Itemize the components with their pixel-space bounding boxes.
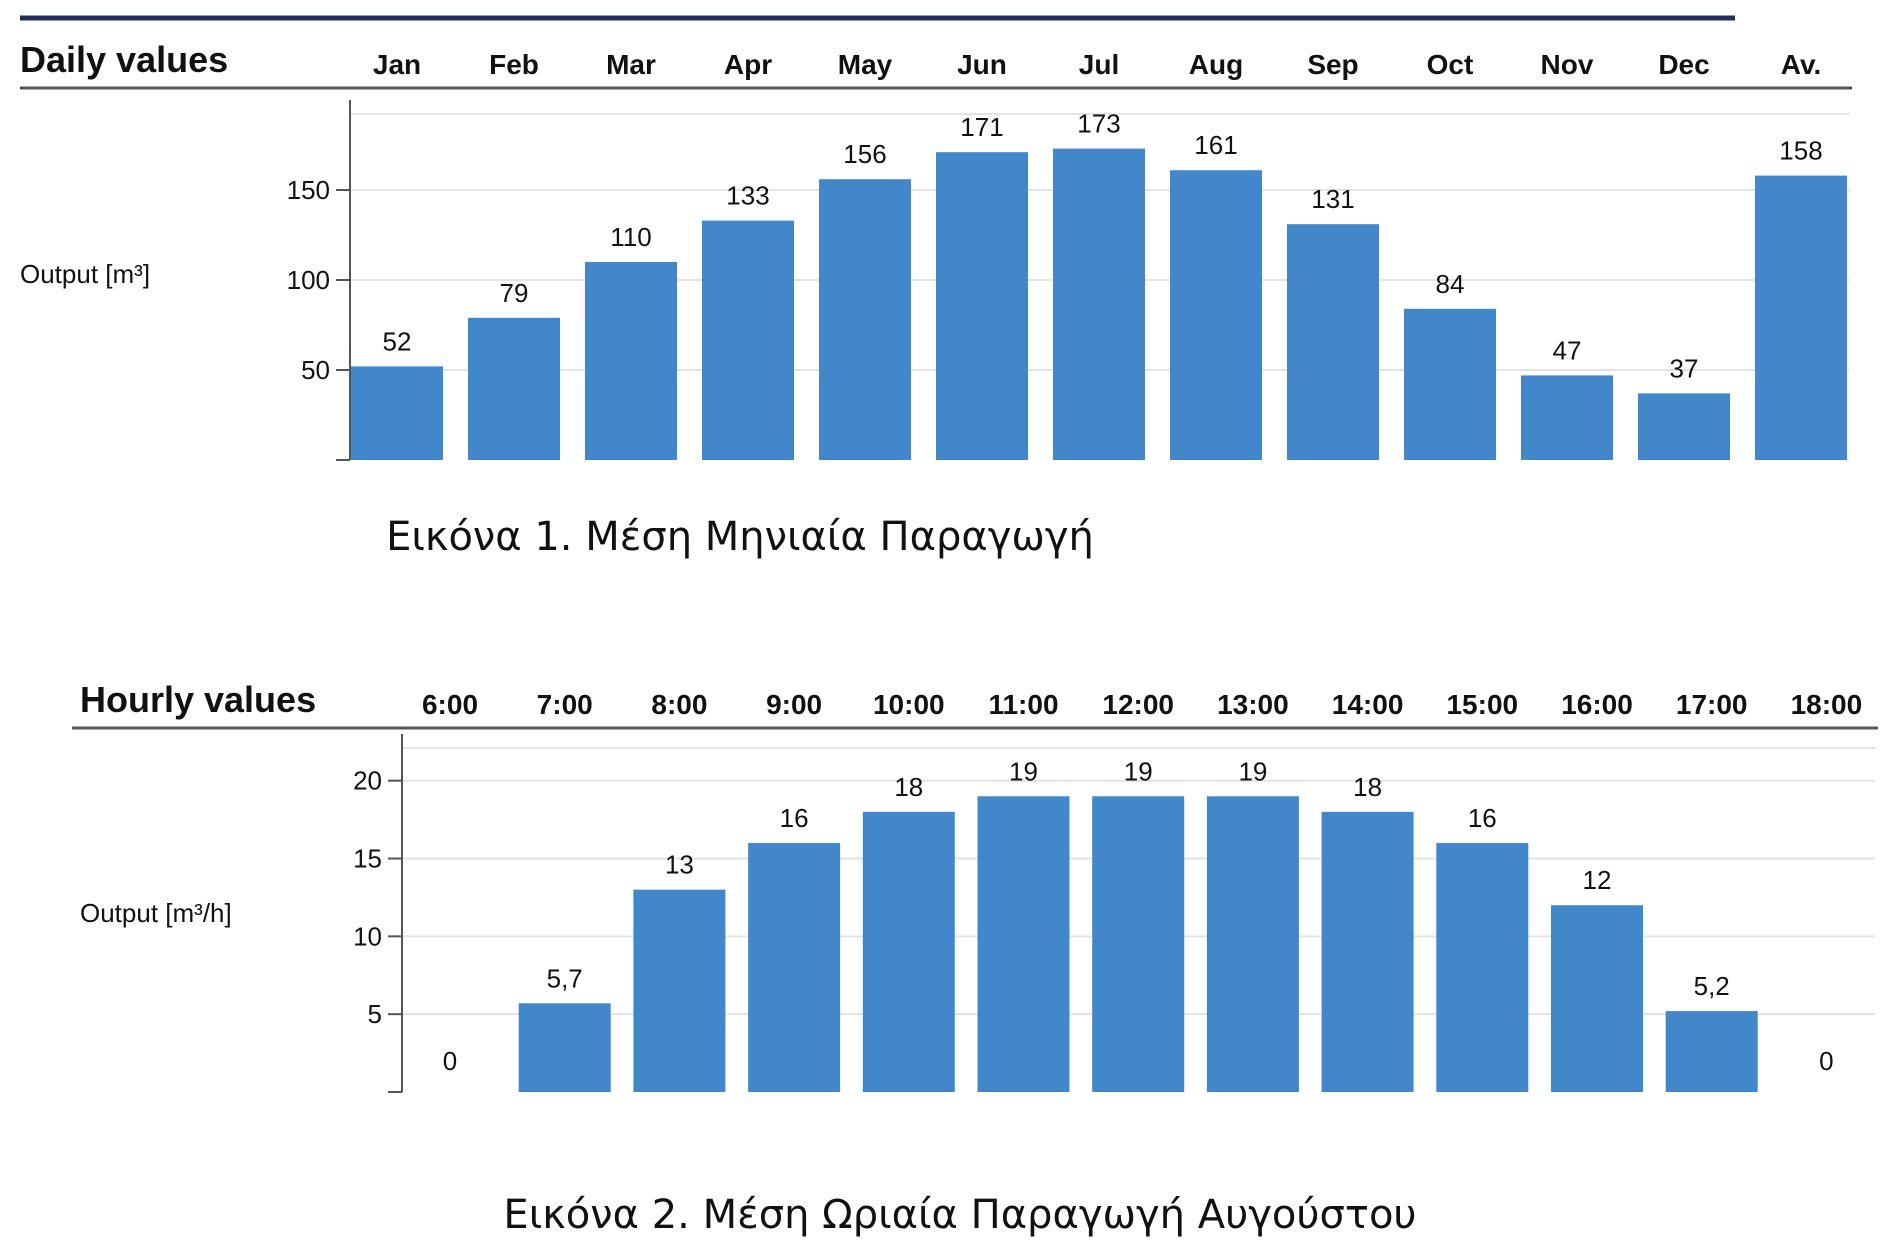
- chart2-bar: [748, 842, 841, 1092]
- chart2-y-tick-label: 10: [353, 921, 382, 951]
- chart1-category-label: Nov: [1541, 49, 1594, 80]
- chart2-data-label: 5,7: [547, 963, 583, 993]
- chart1-bar: [1053, 148, 1145, 460]
- chart2-data-label: 0: [443, 1046, 457, 1076]
- chart1-category-label: Dec: [1658, 49, 1709, 80]
- chart2-data-label: 18: [1353, 772, 1382, 802]
- chart2-bar: [633, 889, 726, 1092]
- chart2-category-label: 10:00: [873, 689, 945, 720]
- chart1-category-label: May: [838, 49, 893, 80]
- chart2-bar: [1551, 905, 1643, 1092]
- chart2-data-label: 16: [780, 803, 809, 833]
- chart2-bar: [518, 1003, 611, 1092]
- chart1-category-label: Jun: [957, 49, 1007, 80]
- chart1-category-label: Aug: [1189, 49, 1243, 80]
- chart2-data-label: 16: [1468, 803, 1497, 833]
- chart1-y-axis-label: Output [m³]: [20, 259, 150, 289]
- chart1-bar: [819, 179, 911, 460]
- chart1-data-label: 161: [1194, 130, 1237, 160]
- chart2-caption: Εικόνα 2. Μέση Ωριαία Παραγωγή Αυγούστου: [503, 1192, 1416, 1238]
- chart1-bar: [585, 262, 677, 460]
- chart1-data-label: 47: [1553, 335, 1582, 365]
- chart2-category-label: 9:00: [766, 689, 822, 720]
- chart1-data-label: 37: [1670, 353, 1699, 383]
- chart1-category-label: Feb: [489, 49, 539, 80]
- chart2-data-label: 19: [1238, 756, 1267, 786]
- chart1-data-label: 133: [726, 181, 769, 211]
- chart2-category-label: 6:00: [422, 689, 478, 720]
- chart1-data-label: 171: [960, 112, 1003, 142]
- chart1-data-label: 131: [1311, 184, 1354, 214]
- chart1-bar: [1170, 170, 1262, 460]
- chart1-category-label: Apr: [724, 49, 772, 80]
- chart2-category-label: 17:00: [1676, 689, 1748, 720]
- chart2-category-label: 11:00: [988, 689, 1058, 720]
- chart2-bar: [862, 811, 955, 1092]
- chart1-category-label: Mar: [606, 49, 656, 80]
- chart1-bar: [351, 366, 443, 460]
- chart2-data-label: 0: [1819, 1046, 1833, 1076]
- chart2-bar: [1092, 796, 1185, 1092]
- chart2-category-label: 13:00: [1217, 689, 1289, 720]
- chart2-y-tick-label: 15: [353, 844, 382, 874]
- chart2-bar: [1436, 842, 1529, 1092]
- chart2-y-tick-label: 20: [353, 766, 382, 796]
- chart2-data-label: 19: [1009, 756, 1038, 786]
- chart2-bar: [1206, 796, 1299, 1092]
- chart1-data-label: 156: [843, 139, 886, 169]
- chart2-bar: [1665, 1011, 1758, 1092]
- chart2-bar: [977, 796, 1070, 1092]
- chart2-category-label: 12:00: [1102, 689, 1174, 720]
- chart2-data-label: 13: [665, 850, 694, 880]
- chart2-category-label: 8:00: [651, 689, 707, 720]
- chart2-category-label: 18:00: [1791, 689, 1863, 720]
- chart1-data-label: 158: [1779, 136, 1822, 166]
- chart1-category-label: Av.: [1781, 49, 1821, 80]
- chart2-bar: [1321, 811, 1414, 1092]
- chart1-category-label: Jul: [1079, 49, 1119, 80]
- chart1-caption: Εικόνα 1. Μέση Μηνιαία Παραγωγή: [386, 514, 1094, 560]
- chart2-data-label: 5,2: [1694, 971, 1730, 1001]
- chart2-category-label: 7:00: [537, 689, 593, 720]
- chart1-category-label: Jan: [373, 49, 421, 80]
- chart2-category-label: 15:00: [1446, 689, 1518, 720]
- chart1-category-label: Oct: [1427, 49, 1474, 80]
- chart2-data-label: 18: [894, 772, 923, 802]
- chart1-data-label: 79: [500, 278, 529, 308]
- chart1-bar: [468, 317, 560, 460]
- chart2-y-tick-label: 5: [368, 999, 382, 1029]
- chart1-category-label: Sep: [1307, 49, 1358, 80]
- chart1-data-label: 173: [1077, 109, 1120, 139]
- chart2-data-label: 12: [1583, 865, 1612, 895]
- chart1-bar: [936, 152, 1028, 460]
- chart1-bar: [702, 220, 794, 460]
- chart1-y-tick-label: 100: [287, 265, 330, 295]
- chart1-bar: [1638, 393, 1730, 460]
- chart1-title: Daily values: [20, 39, 228, 80]
- chart1-data-label: 84: [1436, 269, 1465, 299]
- chart1-data-label: 110: [610, 222, 651, 252]
- chart1-y-tick-label: 50: [301, 355, 330, 385]
- chart2-data-label: 19: [1124, 756, 1153, 786]
- chart1-bar: [1287, 224, 1379, 460]
- chart1-bar: [1755, 175, 1847, 460]
- chart1-bar: [1404, 308, 1496, 460]
- chart2-y-axis-label: Output [m³/h]: [80, 898, 232, 928]
- chart1-bar: [1521, 375, 1613, 460]
- chart2-category-label: 16:00: [1561, 689, 1633, 720]
- chart2-category-label: 14:00: [1332, 689, 1404, 720]
- chart2-title: Hourly values: [80, 679, 316, 720]
- chart1-data-label: 52: [383, 326, 412, 356]
- chart1-y-tick-label: 150: [287, 175, 330, 205]
